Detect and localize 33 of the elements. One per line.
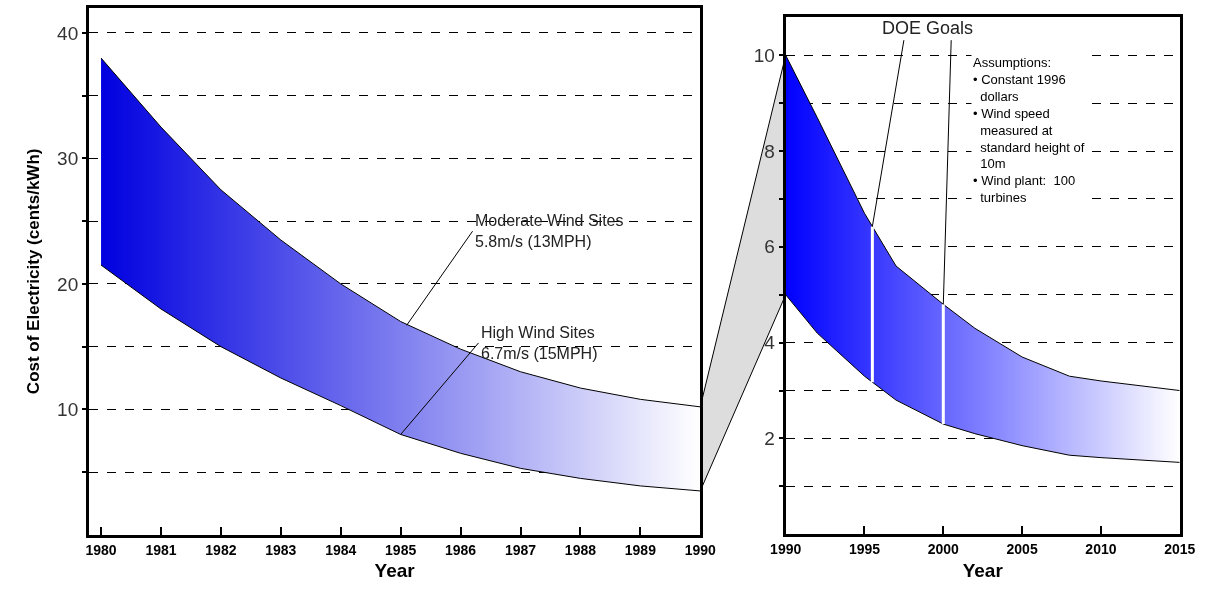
x-tick-label: 1980	[85, 541, 117, 558]
y-tick-label: 40	[57, 22, 79, 44]
x-tick-label: 1990	[770, 541, 802, 558]
x-axis-title: Year	[374, 560, 416, 582]
x-axis-title: Year	[962, 559, 1004, 581]
annotation: DOE Goals	[882, 18, 974, 38]
x-tick-label: 1995	[848, 541, 881, 558]
x-tick-label: 1987	[504, 541, 537, 558]
text: Assumptions: • Constant 1996 dollars • Wind speed measured at standard height of 10m • Wind plant: 100 turbines	[973, 55, 1085, 206]
y-tick-label: 30	[57, 148, 79, 170]
y-tick-label: 2	[764, 428, 775, 450]
x-tick-label: 2000	[927, 541, 960, 558]
x-tick-label: 2010	[1085, 541, 1117, 558]
x-tick-label: 1990	[684, 541, 717, 558]
x-tick-label: 1981	[145, 541, 177, 558]
x-tick-label: 1983	[265, 541, 297, 558]
x-tick-label: 1985	[385, 541, 417, 558]
y-tick-label: 4	[764, 332, 776, 354]
y-tick-label: 10	[57, 399, 79, 421]
y-axis-title: Cost of Electricity (cents/kWh)	[23, 148, 43, 395]
y-tick-label: 10	[753, 44, 775, 66]
annotation: Moderate Wind Sites 5.8m/s (13MPH)	[475, 212, 624, 250]
x-tick-label: 2005	[1006, 541, 1038, 558]
x-tick-label: 1984	[325, 541, 357, 558]
y-tick-label: 20	[57, 273, 79, 295]
x-tick-label: 1988	[564, 541, 597, 558]
x-tick-label: 1986	[445, 541, 477, 558]
y-tick-label: 6	[764, 236, 775, 258]
x-tick-label: 1982	[205, 541, 237, 558]
annotation: High Wind Sites 6.7m/s (15MPH)	[481, 324, 598, 362]
x-tick-label: 2015	[1164, 541, 1196, 558]
y-tick-label: 8	[764, 140, 775, 162]
x-tick-label: 1989	[624, 541, 657, 558]
